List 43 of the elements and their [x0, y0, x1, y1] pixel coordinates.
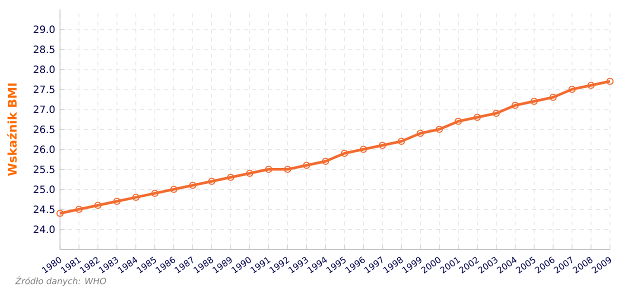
point [208, 178, 216, 185]
point [246, 170, 254, 177]
point [492, 110, 500, 117]
y-tick-label: 24.0 [34, 226, 55, 234]
point [549, 94, 557, 101]
y-tick-label: 27.0 [34, 106, 55, 114]
point [284, 166, 292, 173]
y-tick-label: 27.5 [34, 86, 54, 94]
y-tick-label: 26.0 [34, 146, 55, 154]
point [512, 102, 519, 109]
point [378, 142, 386, 149]
y-tick-label: 24.5 [34, 206, 54, 214]
y-tick-label: 25.0 [34, 186, 55, 194]
text: Źródło danych: WHO [15, 276, 106, 286]
point [75, 206, 83, 213]
point [189, 182, 196, 189]
point [94, 202, 102, 209]
point [568, 86, 576, 93]
point [436, 126, 443, 133]
point [265, 166, 272, 173]
point [132, 194, 140, 201]
point [302, 162, 310, 169]
y-tick-label: 28.5 [34, 46, 54, 54]
y-tick-label: 28.0 [34, 66, 55, 74]
y-tick-label: 26.5 [34, 126, 54, 134]
y-tick-label: 29.0 [34, 26, 55, 34]
point [151, 190, 158, 197]
point [416, 130, 424, 137]
point [398, 138, 405, 145]
point [227, 174, 234, 181]
point [360, 146, 368, 153]
point [474, 114, 481, 121]
y-tick-label: 25.5 [34, 166, 54, 174]
point [340, 150, 348, 157]
point [606, 78, 614, 85]
point [454, 118, 462, 125]
y-axis-title: Wskaźnik BMI [6, 84, 17, 176]
point [56, 210, 64, 217]
point [170, 186, 178, 193]
point [322, 158, 330, 165]
point [113, 198, 121, 205]
point [587, 82, 595, 89]
point [530, 98, 538, 105]
